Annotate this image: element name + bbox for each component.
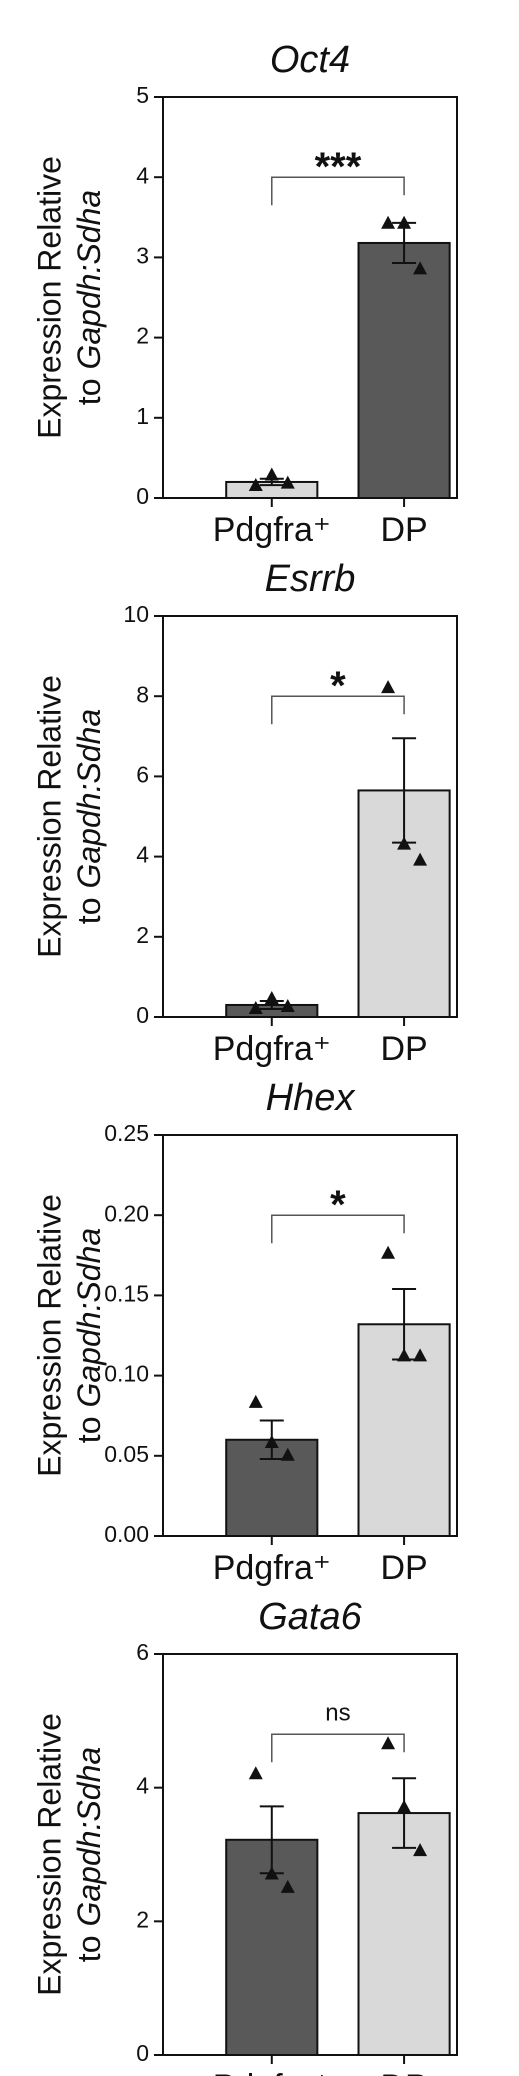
y-label-italic: Gapdh:Sdha — [71, 1747, 107, 1927]
data-point — [413, 1348, 428, 1362]
y-label-text: to — [71, 1936, 107, 1963]
y-tick-label: 8 — [136, 681, 149, 707]
significance-label: ns — [325, 1700, 350, 1727]
data-point — [280, 475, 295, 489]
x-tick-label: Pdgfra⁺ — [213, 2068, 331, 2076]
significance-bracket — [271, 695, 405, 725]
y-tick-label: 5 — [136, 82, 149, 108]
data-point — [397, 836, 412, 850]
data-point — [397, 1348, 412, 1362]
y-tick-label: 3 — [136, 242, 149, 268]
data-point — [381, 1245, 396, 1259]
data-point — [413, 1843, 428, 1857]
y-label-line: Expression Relative — [31, 675, 67, 958]
data-point — [264, 1866, 279, 1880]
y-tick-label: 4 — [136, 1773, 149, 1799]
y-label-italic: Gapdh:Sdha — [71, 709, 107, 889]
y-tick-label: 10 — [123, 601, 149, 627]
data-point — [280, 1879, 295, 1893]
y-label-line: to Gapdh:Sdha — [71, 1228, 107, 1443]
y-tick-label: 0 — [136, 2040, 149, 2066]
y-tick-label: 6 — [136, 1639, 149, 1665]
data-point — [381, 215, 396, 229]
x-tick-label: Pdgfra⁺ — [213, 1549, 331, 1587]
x-tick-label: DP — [380, 1549, 427, 1587]
y-axis-label: Expression Relative to Gapdh:Sdha — [31, 1194, 107, 1477]
data-point — [413, 852, 428, 866]
y-tick-label: 0 — [136, 483, 149, 509]
significance-bracket — [271, 1214, 405, 1244]
data-point — [381, 1736, 396, 1750]
y-label-text: to — [71, 379, 107, 406]
x-tick-label: Pdgfra⁺ — [213, 1030, 331, 1068]
data-point — [280, 998, 295, 1012]
x-tick-label: DP — [380, 1030, 427, 1068]
y-label-line: Expression Relative — [31, 1194, 67, 1477]
x-tick-label: Pdgfra⁺ — [213, 511, 331, 549]
y-axis-label: Expression Relative to Gapdh:Sdha — [31, 156, 107, 439]
y-tick-label: 0.20 — [104, 1200, 149, 1226]
data-point — [264, 990, 279, 1004]
y-tick-label: 2 — [136, 1906, 149, 1932]
y-label-italic: Gapdh:Sdha — [71, 1228, 107, 1408]
y-tick-label: 0.05 — [104, 1441, 149, 1467]
y-tick-label: 6 — [136, 761, 149, 787]
significance-label: *** — [315, 145, 362, 189]
y-tick-label: 0 — [136, 1002, 149, 1028]
significance-label: * — [330, 664, 346, 708]
y-label-line: to Gapdh:Sdha — [71, 190, 107, 405]
y-tick-label: 1 — [136, 403, 149, 429]
y-tick-label: 4 — [136, 162, 149, 188]
data-point — [264, 1434, 279, 1448]
y-tick-label: 0.15 — [104, 1280, 149, 1306]
chart-title: Oct4 — [270, 39, 350, 81]
x-tick-label: DP — [380, 2068, 427, 2076]
data-point — [248, 477, 263, 491]
y-tick-label: 0.10 — [104, 1361, 149, 1387]
data-point — [397, 1799, 412, 1813]
data-point — [413, 261, 428, 275]
chart-title: Gata6 — [258, 1596, 362, 1638]
data-point — [381, 680, 396, 694]
y-tick-label: 0.00 — [104, 1521, 149, 1547]
y-axis-label: Expression Relative to Gapdh:Sdha — [31, 1713, 107, 1996]
y-axis-label: Expression Relative to Gapdh:Sdha — [31, 675, 107, 958]
data-point — [248, 1766, 263, 1780]
data-point — [397, 215, 412, 229]
chart-title: Hhex — [266, 1077, 357, 1119]
significance-bracket — [271, 1733, 405, 1763]
x-tick-label: DP — [380, 511, 427, 549]
y-tick-label: 0.25 — [104, 1120, 149, 1146]
significance-bracket — [271, 176, 405, 206]
y-tick-label: 4 — [136, 842, 149, 868]
data-point — [264, 467, 279, 481]
y-tick-label: 2 — [136, 323, 149, 349]
y-label-text: to — [71, 898, 107, 925]
chart-title: Esrrb — [265, 558, 356, 600]
data-point — [248, 1394, 263, 1408]
y-label-line: Expression Relative — [31, 1713, 67, 1996]
data-point — [248, 1000, 263, 1014]
significance-label: * — [330, 1183, 346, 1227]
y-label-line: to Gapdh:Sdha — [71, 709, 107, 924]
error-bar — [392, 1777, 417, 1849]
bar — [357, 241, 451, 499]
y-label-line: Expression Relative — [31, 156, 67, 439]
y-label-text: to — [71, 1417, 107, 1444]
y-tick-label: 2 — [136, 922, 149, 948]
data-point — [280, 1447, 295, 1461]
bar — [357, 1812, 451, 2057]
y-label-italic: Gapdh:Sdha — [71, 190, 107, 370]
y-label-line: to Gapdh:Sdha — [71, 1747, 107, 1962]
